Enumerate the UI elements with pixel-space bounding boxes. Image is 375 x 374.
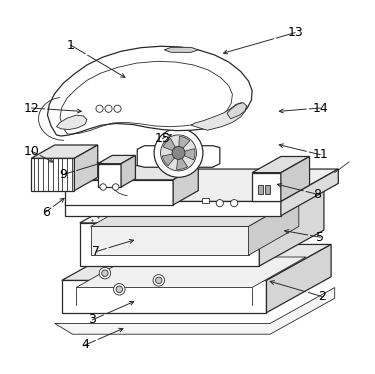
Polygon shape	[173, 165, 198, 205]
Polygon shape	[55, 288, 335, 334]
Text: 14: 14	[312, 101, 328, 114]
Bar	[265, 185, 270, 194]
Polygon shape	[281, 169, 338, 216]
Circle shape	[100, 184, 106, 190]
Polygon shape	[32, 158, 74, 191]
Text: 13: 13	[287, 26, 303, 39]
Circle shape	[153, 275, 165, 286]
Polygon shape	[65, 201, 281, 216]
Polygon shape	[281, 156, 310, 201]
Wedge shape	[162, 153, 178, 166]
Polygon shape	[90, 227, 249, 255]
Circle shape	[99, 267, 111, 279]
Polygon shape	[48, 46, 252, 136]
Wedge shape	[178, 137, 190, 153]
Polygon shape	[32, 145, 98, 158]
Polygon shape	[121, 156, 135, 187]
Text: 5: 5	[316, 231, 324, 244]
Text: 2: 2	[318, 290, 326, 303]
Bar	[258, 185, 263, 194]
Text: 6: 6	[42, 206, 50, 219]
Polygon shape	[98, 164, 121, 187]
Circle shape	[172, 147, 185, 159]
Wedge shape	[178, 148, 195, 160]
Polygon shape	[252, 173, 281, 201]
Circle shape	[154, 129, 203, 177]
Circle shape	[216, 200, 223, 207]
Polygon shape	[62, 245, 331, 280]
Polygon shape	[137, 146, 220, 167]
Polygon shape	[80, 223, 259, 266]
Text: 15: 15	[154, 132, 170, 145]
Text: 9: 9	[60, 168, 68, 181]
Polygon shape	[227, 102, 247, 119]
Wedge shape	[163, 138, 178, 153]
Text: 7: 7	[92, 245, 100, 258]
Polygon shape	[57, 115, 87, 129]
Polygon shape	[65, 180, 173, 205]
Text: 8: 8	[313, 188, 321, 201]
Circle shape	[116, 286, 123, 292]
Circle shape	[96, 105, 103, 112]
Circle shape	[105, 105, 112, 112]
Polygon shape	[65, 165, 198, 180]
Polygon shape	[267, 245, 331, 313]
Polygon shape	[249, 198, 299, 255]
Polygon shape	[80, 187, 324, 223]
Polygon shape	[62, 280, 267, 313]
Text: 4: 4	[81, 338, 89, 352]
Polygon shape	[164, 47, 198, 52]
Polygon shape	[98, 156, 135, 164]
Polygon shape	[259, 187, 324, 266]
Text: 3: 3	[88, 313, 96, 327]
Polygon shape	[252, 156, 310, 173]
Polygon shape	[76, 257, 306, 288]
Circle shape	[231, 200, 238, 207]
Polygon shape	[74, 145, 98, 191]
Text: 10: 10	[23, 145, 39, 157]
Polygon shape	[90, 198, 299, 227]
Circle shape	[112, 184, 119, 190]
Text: 11: 11	[312, 148, 328, 161]
Text: 12: 12	[24, 101, 39, 114]
Circle shape	[102, 270, 108, 276]
Polygon shape	[65, 169, 338, 201]
Circle shape	[160, 135, 196, 171]
Polygon shape	[191, 102, 245, 130]
Wedge shape	[177, 153, 188, 169]
Circle shape	[114, 283, 125, 295]
Bar	[202, 198, 209, 203]
Circle shape	[156, 277, 162, 283]
Circle shape	[114, 105, 121, 112]
Text: 1: 1	[67, 39, 75, 52]
